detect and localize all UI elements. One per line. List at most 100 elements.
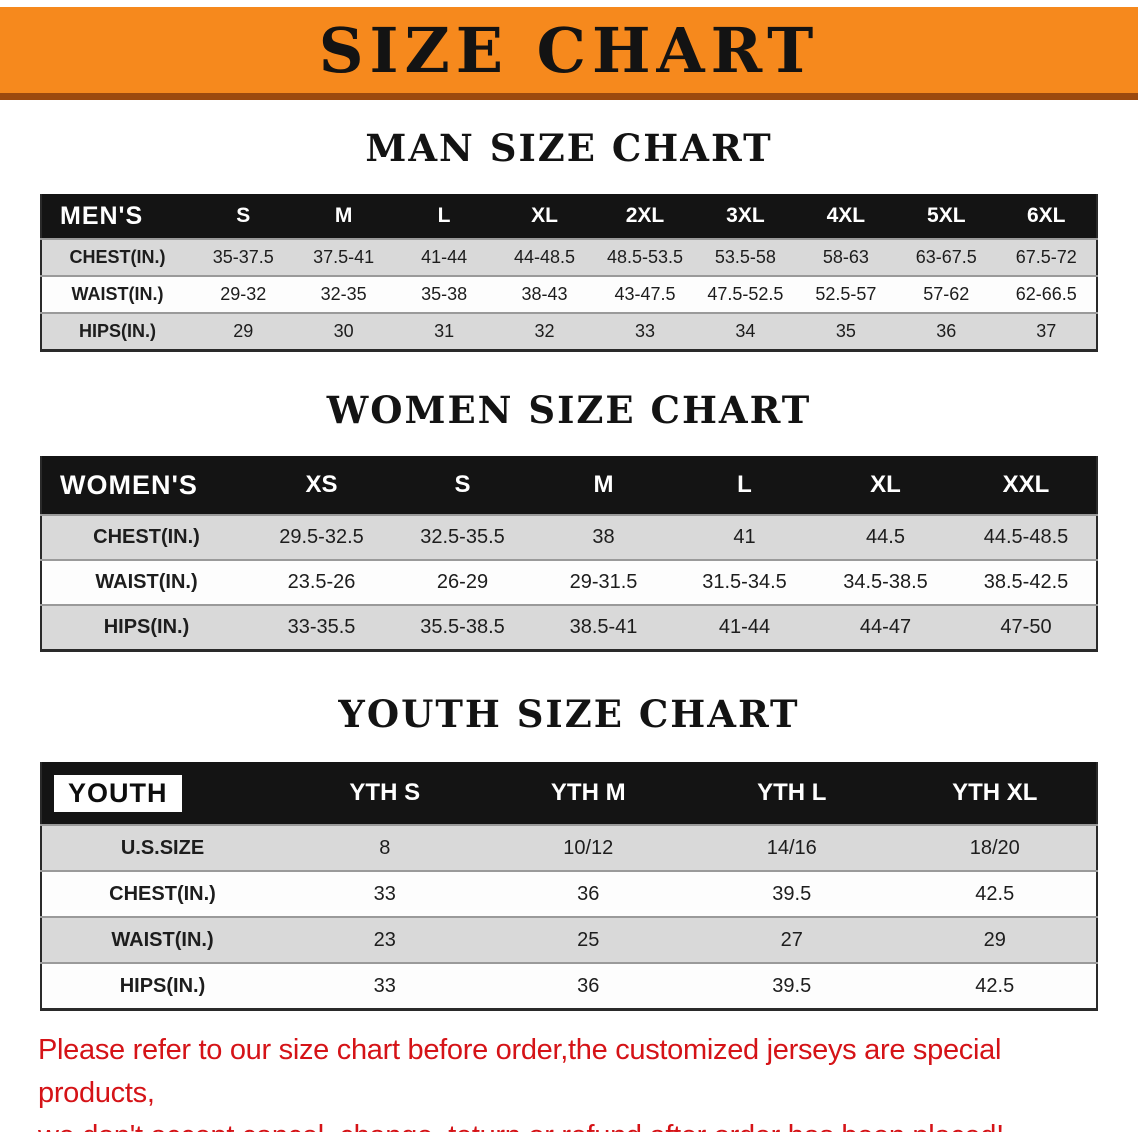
women-waist-row: WAIST(IN.) 23.5-26 26-29 29-31.5 31.5-34… (41, 560, 1097, 605)
size-header-cell: 5XL (927, 204, 966, 227)
men-waist-row: WAIST(IN.) 29-32 32-35 35-38 38-43 43-47… (41, 276, 1097, 313)
size-cell: 44-48.5 (514, 247, 576, 267)
size-cell: 23.5-26 (287, 571, 356, 593)
size-cell: 63-67.5 (915, 247, 977, 267)
size-cell: 36 (577, 974, 600, 997)
size-header-cell: YTH XL (952, 779, 1038, 806)
size-cell: 36 (936, 321, 957, 341)
size-cell: 32 (534, 321, 555, 341)
women-section-heading: WOMEN SIZE CHART (326, 388, 812, 432)
disclaimer: Please refer to our size chart before or… (38, 1029, 1102, 1132)
row-label: HIPS(IN.) (78, 321, 156, 341)
row-label: U.S.SIZE (120, 836, 205, 859)
size-header-cell: YTH M (550, 779, 626, 806)
size-cell: 41 (733, 526, 756, 548)
size-cell: 29-31.5 (569, 571, 638, 593)
size-cell: 23 (373, 928, 396, 951)
youth-hips-row: HIPS(IN.) 33 36 39.5 42.5 (41, 963, 1097, 1010)
size-cell: 38 (592, 526, 615, 548)
size-cell: 47.5-52.5 (707, 284, 784, 304)
size-cell: 38-43 (521, 284, 568, 304)
size-cell: 33 (634, 321, 655, 341)
youth-section-heading: YOUTH SIZE CHART (338, 692, 800, 736)
size-cell: 31.5-34.5 (702, 571, 787, 593)
size-cell: 42.5 (975, 882, 1015, 905)
size-cell: 25 (577, 928, 600, 951)
row-label: WAIST(IN.) (111, 928, 214, 951)
page-title: SIZE CHART (318, 13, 820, 87)
youth-header-row: YOUTH YTH S YTH M YTH L YTH XL (41, 762, 1097, 825)
size-cell: 35.5-38.5 (420, 616, 505, 638)
size-cell: 41-44 (421, 247, 468, 267)
size-cell: 10/12 (563, 836, 614, 859)
size-cell: 32.5-35.5 (420, 526, 505, 548)
size-cell: 33-35.5 (287, 616, 356, 638)
size-cell: 14/16 (766, 836, 817, 859)
size-cell: 18/20 (969, 836, 1020, 859)
size-cell: 33 (373, 882, 396, 905)
size-cell: 34 (735, 321, 756, 341)
women-hips-row: HIPS(IN.) 33-35.5 35.5-38.5 38.5-41 41-4… (41, 605, 1097, 651)
men-size-table: MEN'S S M L XL 2XL 3XL 4XL 5XL 6XL CHEST… (40, 194, 1098, 352)
size-header-cell: L (437, 204, 451, 227)
size-header-cell: YTH S (349, 779, 421, 806)
size-cell: 29-32 (220, 284, 267, 304)
row-label: HIPS(IN.) (103, 616, 190, 638)
row-label: WAIST(IN.) (71, 284, 164, 304)
size-cell: 43-47.5 (614, 284, 676, 304)
banner: SIZE CHART (0, 7, 1138, 100)
size-header-cell: 4XL (826, 204, 866, 227)
size-cell: 34.5-38.5 (843, 571, 928, 593)
men-header-row: MEN'S S M L XL 2XL 3XL 4XL 5XL 6XL (41, 194, 1097, 239)
row-label: CHEST(IN.) (69, 247, 166, 267)
youth-chest-row: CHEST(IN.) 33 36 39.5 42.5 (41, 871, 1097, 917)
size-header-cell: 2XL (625, 204, 665, 227)
men-section-heading: MAN SIZE CHART (365, 126, 773, 170)
size-cell: 47-50 (1000, 616, 1052, 638)
row-label: HIPS(IN.) (119, 974, 206, 997)
size-header-cell: YTH L (757, 779, 827, 806)
size-cell: 39.5 (772, 882, 812, 905)
size-cell: 44-47 (859, 616, 912, 638)
youth-label-chip: YOUTH (54, 774, 182, 812)
size-header-cell: XS (305, 471, 338, 498)
youth-ussize-row: U.S.SIZE 8 10/12 14/16 18/20 (41, 825, 1097, 871)
size-cell: 29 (233, 321, 254, 341)
size-cell: 44.5-48.5 (983, 526, 1069, 548)
size-header-cell: M (593, 471, 614, 498)
size-cell: 39.5 (772, 974, 812, 997)
size-cell: 58-63 (822, 247, 869, 267)
size-header-cell: XL (870, 471, 901, 498)
size-cell: 32-35 (320, 284, 367, 304)
women-chest-row: CHEST(IN.) 29.5-32.5 32.5-35.5 38 41 44.… (41, 515, 1097, 560)
size-header-cell: L (737, 471, 752, 498)
size-cell: 35 (835, 321, 856, 341)
youth-size-table: YOUTH YTH S YTH M YTH L YTH XL U.S.SIZE … (40, 762, 1098, 1011)
size-header-cell: XL (531, 204, 558, 227)
women-table-title: WOMEN'S (60, 469, 198, 500)
youth-table-title: YOUTH (41, 762, 283, 825)
size-cell: 33 (373, 974, 396, 997)
size-cell: 42.5 (975, 974, 1015, 997)
size-cell: 44.5 (866, 526, 905, 548)
men-hips-row: HIPS(IN.) 29 30 31 32 33 34 35 36 37 (41, 313, 1097, 351)
size-cell: 30 (333, 321, 354, 341)
women-size-table: WOMEN'S XS S M L XL XXL CHEST(IN.) 29.5-… (40, 456, 1098, 652)
row-label: WAIST(IN.) (95, 571, 198, 593)
size-cell: 53.5-58 (714, 247, 776, 267)
size-header-cell: M (334, 204, 353, 227)
size-cell: 52.5-57 (815, 284, 877, 304)
size-cell: 27 (780, 928, 803, 951)
size-cell: 41-44 (718, 616, 771, 638)
row-label: CHEST(IN.) (93, 526, 200, 548)
row-label: CHEST(IN.) (109, 882, 216, 905)
size-header-cell: XXL (1002, 471, 1050, 498)
disclaimer-line-2: we don't accept cancel, change, teturn o… (38, 1115, 1102, 1132)
size-cell: 36 (577, 882, 600, 905)
women-section: WOMEN SIZE CHART WOMEN'S XS S M L XL XXL (0, 388, 1138, 652)
size-cell: 37 (1036, 321, 1057, 341)
size-cell: 29.5-32.5 (279, 526, 364, 548)
women-header-row: WOMEN'S XS S M L XL XXL (41, 456, 1097, 515)
size-cell: 62-66.5 (1015, 284, 1077, 304)
